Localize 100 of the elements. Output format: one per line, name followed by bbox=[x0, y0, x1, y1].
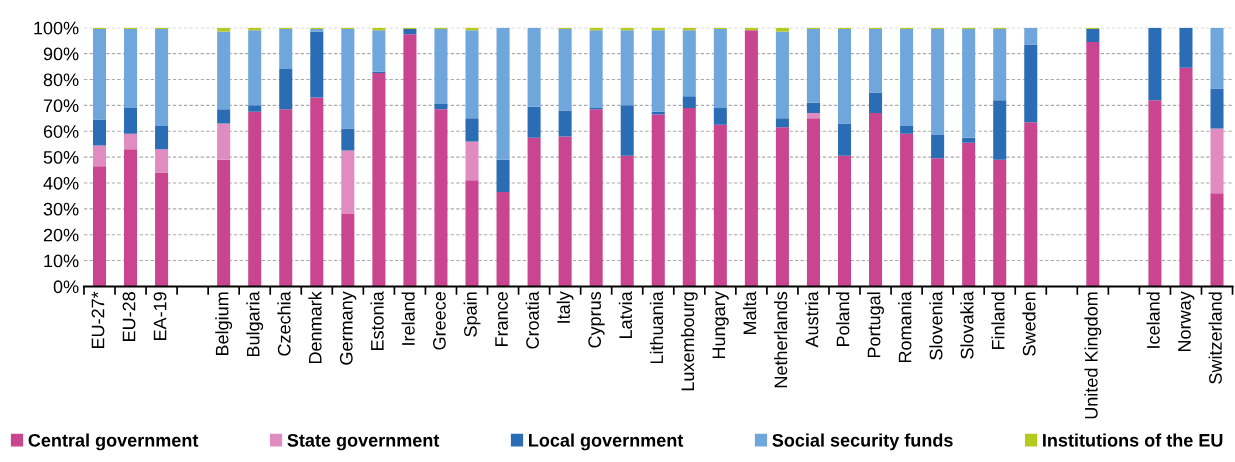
bar bbox=[434, 104, 448, 110]
bar bbox=[620, 30, 634, 106]
bar bbox=[931, 29, 945, 136]
bar bbox=[434, 29, 448, 105]
x-tick-label: United Kingdom bbox=[1084, 292, 1102, 419]
x-tick-label: Poland bbox=[836, 292, 850, 347]
bar bbox=[124, 149, 138, 287]
x-tick-label: Slovenia bbox=[929, 291, 943, 360]
x-tick-label: Finland bbox=[991, 292, 1005, 350]
bar bbox=[775, 127, 789, 287]
bar bbox=[341, 29, 355, 129]
x-tick-label: Germany bbox=[339, 291, 357, 365]
x-tick-label: Slovakia bbox=[960, 291, 974, 359]
bar bbox=[558, 136, 572, 287]
bar bbox=[92, 119, 107, 146]
bar bbox=[372, 30, 386, 72]
y-tick-label: 0% bbox=[53, 280, 79, 294]
bar bbox=[558, 29, 572, 111]
bar bbox=[496, 159, 510, 193]
bar bbox=[651, 114, 665, 287]
bar bbox=[527, 27, 541, 107]
bar bbox=[869, 29, 883, 93]
bar bbox=[279, 69, 293, 110]
bar bbox=[155, 29, 169, 127]
bar bbox=[869, 92, 883, 114]
bar bbox=[341, 128, 355, 151]
bar bbox=[217, 31, 231, 110]
x-tick-label: Portugal bbox=[867, 292, 884, 358]
bar bbox=[527, 106, 541, 138]
x-tick-label: Ireland bbox=[401, 292, 415, 345]
x-tick-label: Romania bbox=[898, 291, 912, 363]
bar bbox=[620, 105, 634, 156]
x-tick-label: Belgium bbox=[215, 292, 233, 356]
bar bbox=[775, 27, 789, 32]
bar bbox=[620, 155, 634, 287]
bar bbox=[155, 126, 169, 150]
bar bbox=[92, 166, 107, 287]
bar bbox=[403, 29, 417, 35]
x-tick-label: EA-19 bbox=[153, 292, 167, 340]
bar bbox=[806, 29, 820, 103]
bar bbox=[837, 123, 852, 156]
bar bbox=[900, 126, 914, 134]
bar bbox=[465, 118, 479, 142]
bar bbox=[1210, 27, 1224, 89]
bar bbox=[1210, 193, 1224, 287]
bar bbox=[962, 29, 976, 138]
x-tick-label: Bulgaria bbox=[246, 291, 264, 357]
x-tick-label: Spain bbox=[463, 292, 481, 337]
y-tick-label: 50% bbox=[43, 151, 79, 164]
bar bbox=[775, 31, 789, 119]
x-tick-label: EU-27* bbox=[91, 291, 105, 349]
bar bbox=[465, 180, 479, 287]
legend-label: Social security funds bbox=[772, 433, 953, 451]
bar bbox=[558, 110, 572, 137]
y-tick-label: 100% bbox=[34, 21, 79, 35]
bar bbox=[496, 192, 510, 287]
x-tick-label: Sweden bbox=[1022, 292, 1036, 356]
bar bbox=[651, 30, 665, 112]
bar bbox=[993, 159, 1007, 287]
x-tick-label: Denmark bbox=[308, 291, 322, 364]
bar bbox=[248, 30, 262, 106]
legend-label: State government bbox=[287, 433, 440, 451]
x-tick-label: Hungary bbox=[712, 291, 729, 359]
y-tick-label: 80% bbox=[43, 73, 79, 87]
bar bbox=[682, 30, 696, 97]
bar bbox=[217, 159, 231, 287]
bar bbox=[403, 34, 417, 287]
bar bbox=[1148, 27, 1162, 101]
x-tick-label: Luxembourg bbox=[680, 292, 698, 391]
bar bbox=[931, 135, 945, 159]
bar bbox=[124, 133, 138, 150]
bar bbox=[341, 214, 355, 287]
bar bbox=[713, 124, 727, 287]
bar bbox=[1086, 41, 1100, 287]
y-tick-label: 20% bbox=[43, 228, 79, 242]
bar bbox=[900, 133, 914, 287]
bar bbox=[92, 145, 107, 167]
x-tick-label: Austria bbox=[805, 291, 819, 348]
bar bbox=[1148, 100, 1162, 287]
bar bbox=[310, 97, 324, 287]
bar bbox=[962, 142, 976, 287]
bar bbox=[465, 141, 479, 181]
bar bbox=[806, 113, 820, 119]
x-tick-label: Lithuania bbox=[649, 291, 664, 364]
y-tick-label: 40% bbox=[43, 176, 79, 190]
bar bbox=[713, 107, 727, 125]
x-tick-label: Czechia bbox=[277, 291, 291, 356]
bar bbox=[372, 73, 386, 287]
y-tick-label: 90% bbox=[43, 47, 79, 61]
bar bbox=[1179, 67, 1193, 287]
bar bbox=[527, 137, 541, 287]
x-tick-label: Malta bbox=[742, 291, 757, 334]
bar bbox=[837, 29, 852, 124]
bar bbox=[775, 118, 789, 128]
bar bbox=[155, 149, 169, 173]
x-tick-label: Norway bbox=[1178, 291, 1195, 352]
bar bbox=[589, 30, 603, 108]
bar bbox=[931, 158, 945, 287]
bar bbox=[993, 29, 1007, 101]
y-tick-label: 10% bbox=[44, 254, 79, 268]
